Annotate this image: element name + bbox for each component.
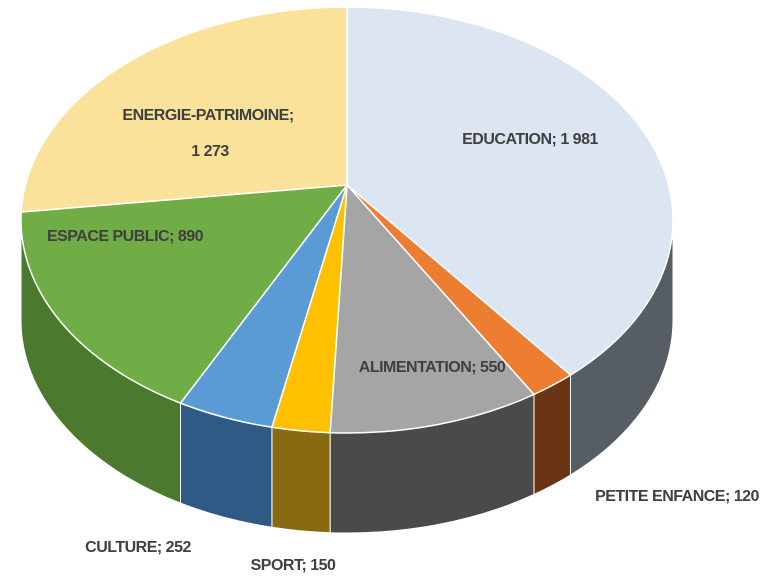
slice <box>20 6 348 213</box>
slice-side <box>271 426 331 534</box>
data-label: CULTURE; 252 <box>85 539 191 556</box>
slice-side <box>533 374 571 496</box>
slice <box>346 6 674 377</box>
data-label: EDUCATION; 1 981 <box>462 131 598 148</box>
slice <box>329 183 536 434</box>
data-label: SPORT; 150 <box>251 557 336 574</box>
data-label: PETITE ENFANCE; 120 <box>595 488 759 505</box>
label-line: ENERGIE-PATRIMOINE; <box>122 107 297 124</box>
data-label: ALIMENTATION; 550 <box>359 359 506 376</box>
slice <box>20 184 349 405</box>
data-label: ENERGIE-PATRIMOINE; 1 273 <box>122 107 297 160</box>
label-line: 1 273 <box>191 143 229 160</box>
data-label: ESPACE PUBLIC; 890 <box>47 228 204 245</box>
